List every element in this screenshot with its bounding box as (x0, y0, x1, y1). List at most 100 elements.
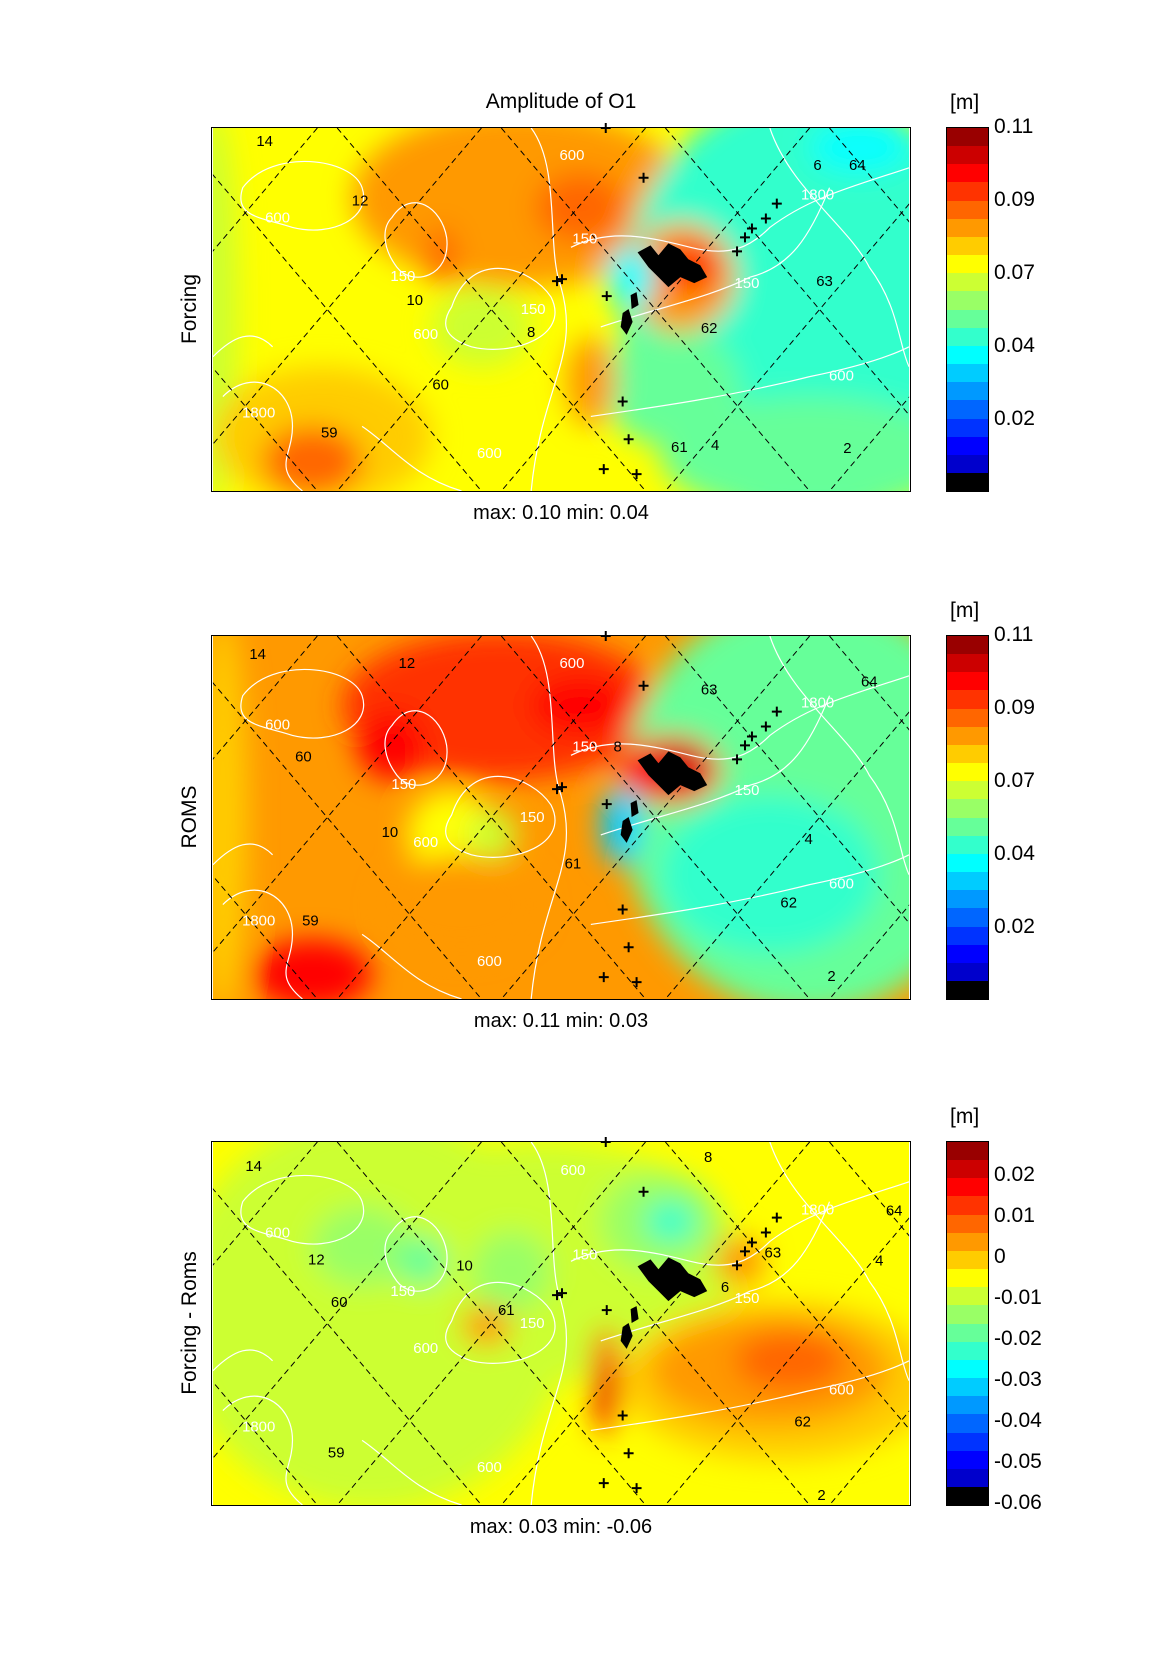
bathymetry-contour (769, 1142, 910, 1381)
depth-contour-label: 600 (829, 369, 854, 385)
colorbar-tick-label: -0.06 (994, 1490, 1042, 1514)
colorbar-swatch (947, 1432, 988, 1451)
bathymetry-contour (445, 775, 556, 858)
amplitude-contour-region (536, 172, 626, 243)
bathymetry-contour (212, 843, 462, 999)
station-marker-icon (623, 434, 634, 445)
graticule-line (0, 1142, 153, 1505)
station-marker-icon (552, 276, 562, 287)
depth-contour-label: 150 (572, 1247, 597, 1263)
graticule-line (0, 1142, 153, 1505)
colorbar-tick-label: -0.05 (994, 1449, 1042, 1473)
bathymetry-contour (769, 636, 910, 875)
bathymetry-contour (600, 187, 831, 328)
colorbar-swatch (947, 1486, 988, 1506)
colorbar-swatch (947, 1359, 988, 1379)
depth-contour-label: 150 (520, 1316, 545, 1332)
panel-stats: max: 0.11 min: 0.03 (473, 1010, 649, 1032)
station-marker-icon (740, 1246, 750, 1257)
graticule-label: 6 (721, 1280, 729, 1296)
graticule-label: 59 (302, 913, 319, 929)
graticule-label: 62 (701, 321, 718, 337)
bathymetry-contour (570, 167, 910, 252)
station-marker-icon (631, 469, 642, 480)
depth-contour-label: 150 (520, 810, 545, 826)
contour-map: 14 12 600 150 10 600 150 8 60 1800 59 600 600 150 1800… (211, 123, 911, 492)
amplitude-contour-region (531, 675, 631, 736)
depth-contour-label: 150 (735, 1291, 760, 1307)
graticule-line (994, 128, 1166, 491)
bathymetry-contour (240, 668, 365, 739)
colorbar-swatch (947, 1269, 988, 1288)
depth-contour-label: 600 (265, 1225, 290, 1241)
depth-contour-label: 600 (413, 835, 438, 851)
colorbar (946, 635, 989, 1000)
colorbar-swatch (947, 1160, 988, 1179)
amplitude-contour-region (381, 854, 542, 955)
graticule-label: 64 (849, 158, 866, 174)
colorbar-swatch (947, 726, 988, 745)
colorbar-swatch (947, 944, 988, 963)
station-marker-icon (557, 1288, 567, 1299)
island-landmass (637, 243, 708, 288)
colorbar-swatch (947, 255, 988, 274)
amplitude-contour-region (660, 795, 880, 955)
colorbar-swatch (947, 309, 988, 328)
station-marker-icon (771, 198, 782, 209)
graticule-label: 63 (765, 1245, 782, 1261)
graticule-label: 14 (249, 647, 266, 663)
station-marker-icon (638, 172, 649, 183)
depth-contour-label: 600 (560, 656, 585, 672)
colorbar-swatch (947, 472, 988, 492)
bathymetry-contour (222, 889, 303, 999)
graticule-label: 10 (382, 825, 399, 841)
station-marker-icon (771, 1212, 782, 1223)
depth-contour-label: 150 (391, 777, 416, 793)
station-marker-icon (598, 1478, 609, 1489)
colorbar-swatch (947, 128, 988, 147)
depth-contour-label: 600 (477, 954, 502, 970)
station-marker-icon (740, 740, 750, 751)
colorbar-swatch (947, 1323, 988, 1342)
depth-contour-label: 150 (521, 302, 546, 318)
depth-contour-label: 600 (560, 1163, 585, 1179)
depth-contour-label: 150 (390, 269, 415, 285)
amplitude-contour-region (466, 810, 517, 860)
graticule-label: 14 (245, 1159, 262, 1175)
colorbar-swatch (947, 1414, 988, 1433)
amplitude-contour-region (735, 1330, 845, 1391)
colorbar-swatch (947, 345, 988, 365)
colorbar-swatch (947, 1142, 988, 1161)
colorbar-swatch (947, 763, 988, 782)
station-marker-icon (623, 942, 634, 953)
colorbar-swatch (947, 1250, 988, 1270)
depth-contour-label: 1800 (801, 1203, 834, 1219)
island-landmass (630, 800, 639, 818)
amplitude-contour-region (565, 336, 616, 427)
colorbar-unit: [m] (950, 599, 980, 622)
depth-contour-label: 600 (265, 210, 290, 226)
colorbar-swatch (947, 1178, 988, 1197)
bathymetry-contour (212, 1349, 462, 1505)
station-marker-icon (740, 232, 750, 243)
figure-title: Amplitude of O1 (485, 90, 637, 113)
colorbar-unit: [m] (950, 1105, 980, 1128)
colorbar-swatch (947, 799, 988, 818)
bathymetry-contour (570, 1181, 910, 1266)
colorbar-swatch (947, 236, 988, 256)
colorbar-swatch (947, 744, 988, 764)
bathymetry-contour (600, 695, 831, 836)
colorbar-swatch (947, 273, 988, 292)
graticule-label: 2 (817, 1488, 825, 1504)
amplitude-contour-region (396, 1236, 447, 1287)
station-marker-icon (638, 680, 649, 691)
graticule-label: 63 (701, 683, 718, 699)
amplitude-contour-region (471, 1231, 552, 1312)
colorbar-swatch (947, 926, 988, 945)
station-marker-icon (601, 291, 612, 302)
colorbar-swatch (947, 672, 988, 691)
depth-contour-label: 1800 (801, 188, 834, 204)
colorbar-swatch (947, 1341, 988, 1360)
bathymetry-contour (570, 675, 910, 760)
depth-contour-label: 150 (390, 1284, 415, 1300)
